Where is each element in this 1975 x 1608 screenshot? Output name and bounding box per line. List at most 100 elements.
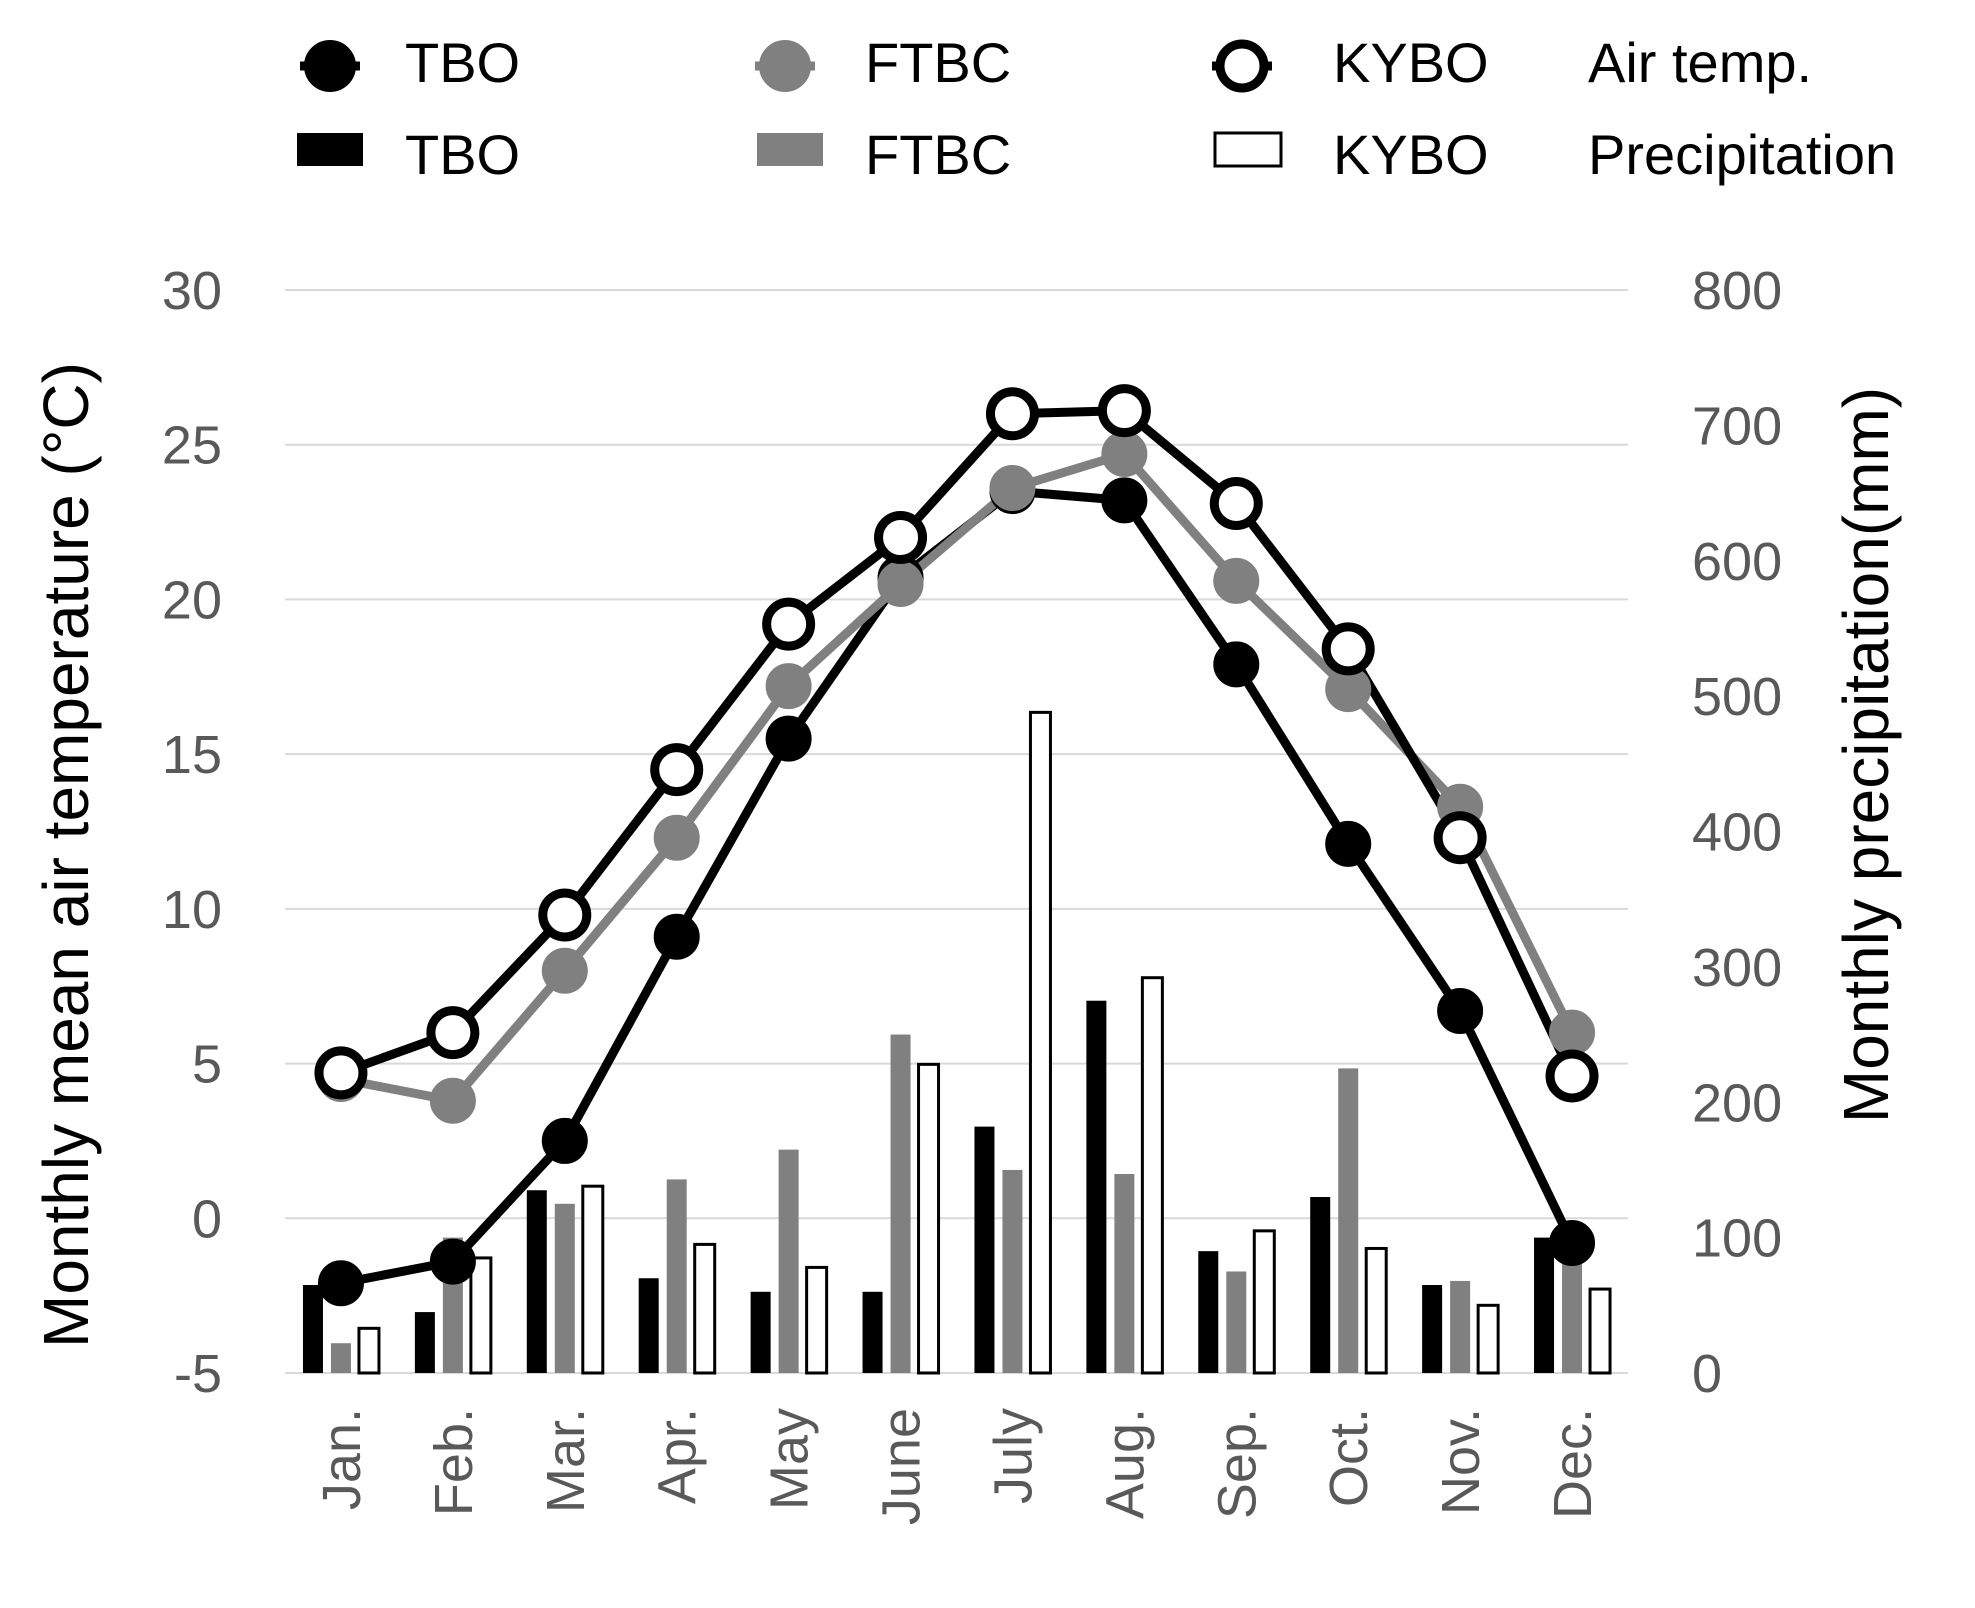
bar-ftbc-11 xyxy=(1450,1280,1471,1373)
point-kybo-11 xyxy=(1433,811,1487,865)
bar-ftbc-8 xyxy=(1114,1173,1135,1373)
right-tick-label: 700 xyxy=(1692,396,1782,456)
point-tbo-1 xyxy=(317,1260,364,1307)
point-ftbc-3 xyxy=(541,947,588,994)
bar-kybo-11 xyxy=(1476,1303,1500,1375)
legend: TBO FTBC KYBO Air temp. TBO FTBC KYBO Pr… xyxy=(297,31,1896,186)
point-kybo-3 xyxy=(538,888,592,942)
bar-kybo-7 xyxy=(1028,710,1052,1375)
x-tick-label: Nov. xyxy=(1431,1408,1491,1515)
bar-kybo-5 xyxy=(805,1265,829,1375)
left-axis-ticks: -5 0 5 10 15 20 25 30 xyxy=(162,261,222,1404)
legend-temp-ftbc-label: FTBC xyxy=(865,31,1011,94)
bar-kybo-10 xyxy=(1364,1246,1388,1375)
legend-precip-group-label: Precipitation xyxy=(1588,123,1896,186)
left-tick-label: 25 xyxy=(162,416,222,476)
bar-tbo-6 xyxy=(862,1291,883,1373)
x-axis-ticks: Jan. Feb. Mar. Apr. May June July Aug. Sep. Oct. N… xyxy=(312,1408,1603,1525)
bar-kybo-4 xyxy=(693,1242,717,1375)
bar-ftbc-1 xyxy=(330,1343,351,1373)
bar-ftbc-3 xyxy=(554,1203,575,1373)
gridlines xyxy=(285,289,1628,1374)
legend-temp-group-label: Air temp. xyxy=(1588,31,1812,94)
point-tbo-10 xyxy=(1325,820,1372,867)
legend-item-precip-tbo: TBO xyxy=(297,123,520,186)
point-ftbc-12 xyxy=(1549,1009,1596,1056)
bar-ftbc-6 xyxy=(890,1034,911,1373)
legend-precip-tbo-label: TBO xyxy=(405,123,520,186)
left-tick-label: 0 xyxy=(192,1189,222,1249)
x-tick-label: Feb. xyxy=(424,1408,484,1516)
legend-temp-kybo-label: KYBO xyxy=(1333,31,1489,94)
point-ftbc-6 xyxy=(877,560,924,607)
line-ftbc xyxy=(340,449,1577,1106)
right-tick-label: 0 xyxy=(1692,1344,1722,1404)
point-kybo-9 xyxy=(1209,477,1263,531)
point-tbo-9 xyxy=(1213,641,1260,688)
bar-kybo-3 xyxy=(581,1184,605,1375)
legend-precip-ftbc-label: FTBC xyxy=(865,123,1011,186)
point-tbo-3 xyxy=(541,1117,588,1164)
point-tbo-11 xyxy=(1437,987,1484,1034)
point-kybo-2 xyxy=(426,1006,480,1060)
x-tick-label: Apr. xyxy=(648,1408,708,1504)
left-tick-label: -5 xyxy=(174,1344,222,1404)
right-tick-label: 400 xyxy=(1692,803,1782,863)
legend-item-temp-kybo: KYBO xyxy=(1212,31,1489,94)
x-tick-label: Jan. xyxy=(312,1408,372,1510)
bar-tbo-9 xyxy=(1198,1251,1219,1373)
legend-temp-tbo-label: TBO xyxy=(405,31,520,94)
legend-item-temp-ftbc: FTBC xyxy=(755,31,1011,94)
bar-kybo-1 xyxy=(357,1326,381,1375)
point-kybo-1 xyxy=(314,1046,368,1100)
left-tick-label: 10 xyxy=(162,880,222,940)
x-tick-label: Dec. xyxy=(1543,1408,1603,1519)
line-kybo xyxy=(339,406,1577,1078)
x-tick-label: May xyxy=(760,1408,820,1510)
legend-item-temp-tbo: TBO xyxy=(300,31,520,94)
right-tick-label: 200 xyxy=(1692,1073,1782,1133)
bar-tbo-11 xyxy=(1422,1285,1443,1373)
point-ftbc-7 xyxy=(989,465,1036,512)
bar-tbo-1 xyxy=(302,1285,323,1373)
right-tick-label: 600 xyxy=(1692,532,1782,592)
bar-kybo-12 xyxy=(1588,1287,1612,1375)
bar-ftbc-5 xyxy=(778,1149,799,1373)
left-axis-title: Monthly mean air temperature (°C) xyxy=(30,362,102,1348)
x-tick-label: June xyxy=(872,1408,932,1525)
bar-tbo-12 xyxy=(1534,1237,1555,1373)
point-tbo-4 xyxy=(653,913,700,960)
bar-kybo-6 xyxy=(917,1062,941,1375)
x-tick-label: Sep. xyxy=(1207,1408,1267,1519)
bar-kybo-9 xyxy=(1252,1229,1276,1375)
bar-ftbc-12 xyxy=(1562,1237,1583,1373)
bar-ftbc-9 xyxy=(1226,1271,1247,1373)
bar-tbo-10 xyxy=(1310,1197,1331,1373)
left-tick-label: 15 xyxy=(162,725,222,785)
line-tbo xyxy=(340,486,1577,1288)
point-tbo-2 xyxy=(429,1238,476,1285)
point-kybo-5 xyxy=(762,597,816,651)
point-ftbc-5 xyxy=(765,663,812,710)
point-kybo-4 xyxy=(650,743,704,797)
point-tbo-12 xyxy=(1549,1220,1596,1267)
legend-item-precip-ftbc: FTBC xyxy=(757,123,1011,186)
point-tbo-8 xyxy=(1101,477,1148,524)
right-tick-label: 800 xyxy=(1692,261,1782,321)
x-tick-label: Mar. xyxy=(536,1408,596,1513)
point-kybo-6 xyxy=(874,511,928,565)
point-kybo-8 xyxy=(1097,384,1151,438)
right-tick-label: 500 xyxy=(1692,667,1782,727)
right-axis-ticks: 0 100 200 300 400 500 600 700 800 xyxy=(1692,261,1782,1404)
right-tick-label: 100 xyxy=(1692,1209,1782,1269)
bar-tbo-7 xyxy=(974,1126,995,1373)
point-ftbc-9 xyxy=(1213,557,1260,604)
point-ftbc-4 xyxy=(653,814,700,861)
temperature-lines xyxy=(314,384,1599,1307)
bar-tbo-2 xyxy=(414,1312,435,1373)
left-tick-label: 5 xyxy=(192,1035,222,1095)
x-tick-label: Aug. xyxy=(1095,1408,1155,1519)
point-tbo-5 xyxy=(765,715,812,762)
bar-ftbc-10 xyxy=(1338,1068,1359,1373)
